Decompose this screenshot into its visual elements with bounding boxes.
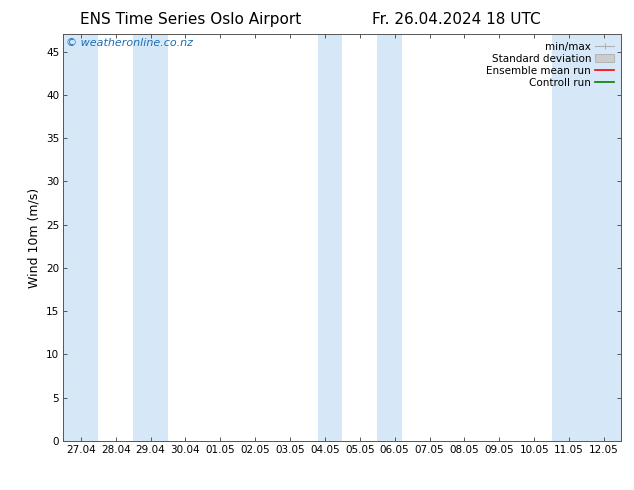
- Bar: [552, 34, 621, 441]
- Bar: [133, 34, 168, 441]
- Bar: [377, 34, 402, 441]
- Text: Fr. 26.04.2024 18 UTC: Fr. 26.04.2024 18 UTC: [372, 12, 541, 27]
- Text: © weatheronline.co.nz: © weatheronline.co.nz: [66, 38, 193, 49]
- Legend: min/max, Standard deviation, Ensemble mean run, Controll run: min/max, Standard deviation, Ensemble me…: [484, 40, 616, 90]
- Bar: [63, 34, 98, 441]
- Y-axis label: Wind 10m (m/s): Wind 10m (m/s): [27, 188, 41, 288]
- Text: ENS Time Series Oslo Airport: ENS Time Series Oslo Airport: [80, 12, 301, 27]
- Bar: [318, 34, 342, 441]
